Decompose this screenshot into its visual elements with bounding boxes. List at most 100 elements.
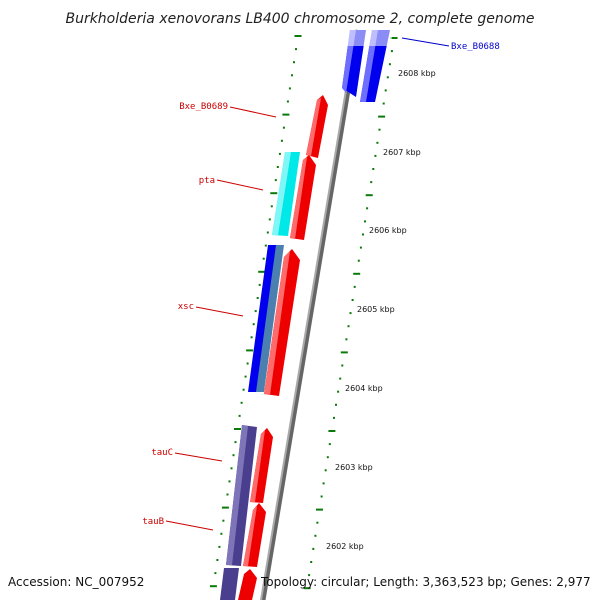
gene-features <box>220 30 392 600</box>
minor-tick <box>228 480 231 483</box>
minor-tick <box>240 401 243 404</box>
gene-label-bxe-b0688[interactable]: Bxe_B0688 <box>451 42 500 52</box>
leader-tauc <box>174 452 223 462</box>
gene-red-bottom[interactable] <box>238 569 257 600</box>
minor-tick <box>362 233 364 236</box>
minor-tick <box>258 283 261 286</box>
major-tick <box>246 349 254 352</box>
minor-tick <box>316 521 319 524</box>
minor-tick <box>341 364 344 367</box>
minor-tick <box>291 74 293 77</box>
gene-label-pta[interactable]: pta <box>199 176 215 186</box>
minor-tick <box>345 338 348 341</box>
major-tick <box>328 430 336 432</box>
minor-tick <box>270 205 273 208</box>
minor-tick <box>364 220 366 223</box>
minor-tick <box>226 493 229 496</box>
gene-bxe-b0688-b-shade <box>360 30 378 102</box>
gene-red-2-shade <box>290 157 307 239</box>
minor-tick <box>274 179 277 182</box>
minor-tick <box>312 547 315 550</box>
minor-tick <box>220 532 223 535</box>
minor-tick <box>339 377 342 380</box>
gene-red-3-shade <box>264 251 290 395</box>
minor-tick <box>374 154 377 157</box>
gene-label-taub[interactable]: tauB <box>142 517 164 527</box>
kbp-labels: 2608 kbp 2607 kbp 2606 kbp 2605 kbp 2604… <box>326 69 436 551</box>
minor-tick <box>349 312 352 315</box>
kbp-label: 2608 kbp <box>398 69 436 78</box>
minor-tick <box>262 257 265 260</box>
minor-tick <box>214 572 217 575</box>
topology-text: Topology: circular; Length: 3,363,523 bp… <box>260 575 591 589</box>
major-tick <box>390 37 398 39</box>
kbp-label: 2605 kbp <box>357 305 395 314</box>
minor-tick <box>328 443 331 446</box>
gene-xsc-blue[interactable] <box>248 245 278 392</box>
minor-tick <box>333 416 335 419</box>
minor-tick <box>353 285 356 288</box>
gene-label-leaders <box>165 37 450 531</box>
minor-tick <box>280 139 283 142</box>
minor-tick <box>347 325 350 328</box>
gene-red-taub-shade <box>243 506 257 566</box>
gene-label-bxe-b0689[interactable]: Bxe_B0689 <box>179 102 228 112</box>
gene-labels: Bxe_B0688 Bxe_B0689 pta xsc tauC tauB <box>142 42 499 527</box>
minor-tick <box>357 259 360 262</box>
minor-tick <box>326 456 329 459</box>
gene-xsc-teal[interactable] <box>256 245 284 392</box>
minor-tick <box>288 87 291 90</box>
minor-tick <box>246 362 249 365</box>
gene-label-xsc[interactable]: xsc <box>178 302 194 312</box>
backbone-highlight <box>260 29 357 600</box>
kbp-label: 2603 kbp <box>335 463 373 472</box>
minor-tick <box>268 218 271 221</box>
minor-tick <box>335 403 337 406</box>
minor-tick <box>222 519 225 522</box>
gene-pta-shade <box>272 152 291 235</box>
kbp-label: 2607 kbp <box>383 148 421 157</box>
minor-tick <box>370 181 373 184</box>
major-tick <box>258 270 266 273</box>
major-tick <box>316 508 323 511</box>
leader-bxe-b0689 <box>229 106 277 118</box>
minor-tick <box>366 207 369 210</box>
minor-tick <box>386 76 389 79</box>
major-tick <box>209 585 217 588</box>
minor-tick <box>244 375 247 378</box>
major-tick <box>353 272 361 275</box>
gene-tauc-lower[interactable] <box>220 568 239 600</box>
minor-tick <box>238 414 241 417</box>
gene-red-tauc-shade <box>250 430 265 502</box>
minor-tick <box>322 482 325 485</box>
minor-tick <box>234 441 237 444</box>
leader-pta <box>216 179 264 191</box>
major-tick <box>270 192 278 195</box>
gene-bxe-b0689-shade <box>306 98 321 156</box>
minor-tick <box>276 166 279 168</box>
leader-xsc <box>195 306 244 317</box>
minor-tick <box>359 246 362 249</box>
kbp-label: 2606 kbp <box>369 226 407 235</box>
minor-tick <box>382 102 385 105</box>
gene-tauc-shade <box>226 425 248 565</box>
minor-tick <box>264 244 267 247</box>
minor-tick <box>293 61 295 64</box>
minor-tick <box>324 469 327 472</box>
minor-tick <box>256 297 259 299</box>
minor-tick <box>337 390 340 393</box>
minor-tick <box>218 545 221 548</box>
minor-tick <box>282 126 285 129</box>
minor-tick <box>230 467 233 470</box>
major-tick <box>303 587 311 590</box>
minor-tick <box>250 336 253 339</box>
inner-tick-track <box>209 35 302 588</box>
minor-tick <box>254 310 257 313</box>
minor-tick <box>314 534 317 537</box>
gene-bxe-b0688-band <box>344 30 392 46</box>
minor-tick <box>286 100 289 103</box>
accession-text: Accession: NC_007952 <box>8 575 144 589</box>
minor-tick <box>351 299 354 301</box>
gene-label-tauc[interactable]: tauC <box>151 448 173 458</box>
